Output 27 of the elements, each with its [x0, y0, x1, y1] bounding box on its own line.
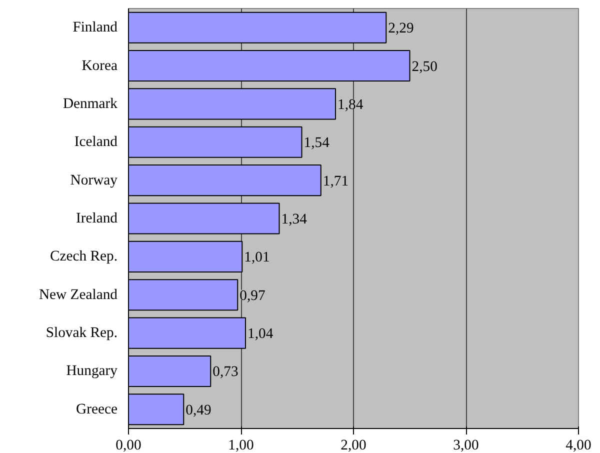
y-tick-label: New Zealand: [38, 286, 118, 303]
y-tick-label: Ireland: [76, 210, 118, 226]
data-label: 1,04: [248, 326, 274, 342]
x-tick-label: 1,00: [228, 438, 254, 453]
y-tick-label: Czech Rep.: [50, 248, 118, 265]
y-tick-label: Greece: [76, 401, 118, 418]
data-label: 2,29: [388, 20, 414, 37]
x-tick-label: 0,00: [116, 438, 142, 453]
y-tick-label: Norway: [70, 172, 118, 188]
data-label: 0,73: [212, 364, 238, 380]
data-label: 0,49: [186, 402, 212, 418]
x-tick-label: 3,00: [453, 438, 479, 453]
y-tick-label: Iceland: [74, 134, 118, 150]
data-label: 0,97: [240, 288, 266, 304]
y-tick-label: Hungary: [66, 363, 118, 380]
data-label: 1,54: [304, 135, 330, 152]
data-label: 1,84: [338, 96, 364, 113]
data-label: 2,50: [412, 58, 438, 75]
data-label: 1,34: [281, 212, 308, 228]
y-tick-label: Korea: [82, 58, 118, 74]
data-label: 1,71: [322, 173, 349, 190]
data-label: 1,01: [244, 250, 270, 266]
x-tick-label: 2,00: [340, 438, 366, 453]
y-tick-label: Finland: [72, 20, 118, 36]
y-tick-label: Denmark: [62, 96, 118, 112]
y-tick-label: Slovak Rep.: [46, 325, 118, 342]
x-tick-label: 4,00: [566, 438, 592, 453]
